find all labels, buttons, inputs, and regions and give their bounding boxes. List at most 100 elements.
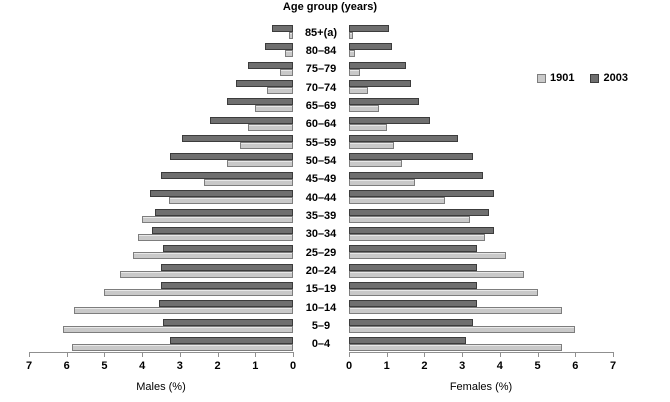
age-group-label: 5–9 <box>311 320 331 333</box>
bar-male-1901-60–64 <box>247 123 293 131</box>
age-group-label: 0–4 <box>311 338 331 351</box>
male-axis-tick-label: 7 <box>25 360 33 372</box>
bar-female-2003-80–84 <box>349 43 393 51</box>
bar-female-2003-60–64 <box>349 116 431 124</box>
bar-female-1901-40–44 <box>349 197 446 205</box>
age-group-label: 30–34 <box>305 228 337 241</box>
bar-male-1901-75–79 <box>279 68 293 76</box>
bar-male-2003-45–49 <box>161 171 293 179</box>
bar-male-2003-55–59 <box>181 135 293 143</box>
bar-female-2003-70–74 <box>349 80 412 88</box>
bar-male-1901-30–34 <box>138 233 293 241</box>
age-group-label: 20–24 <box>305 265 337 278</box>
bar-male-1901-80–84 <box>285 50 293 58</box>
bar-female-1901-5–9 <box>349 325 576 333</box>
bar-female-2003-5–9 <box>349 318 474 326</box>
bar-female-1901-10–14 <box>349 307 563 315</box>
male-axis-tick <box>217 352 219 357</box>
bar-male-2003-5–9 <box>162 318 293 326</box>
female-axis-line <box>349 352 614 353</box>
age-group-label: 75–79 <box>305 63 337 76</box>
bar-female-2003-55–59 <box>349 135 459 143</box>
female-axis-tick <box>575 352 577 357</box>
bar-female-1901-85+(a) <box>349 32 353 39</box>
bar-male-2003-20–24 <box>161 263 293 271</box>
age-group-label: 10–14 <box>305 301 337 314</box>
age-group-label: 70–74 <box>305 81 337 94</box>
bar-male-1901-25–29 <box>132 252 293 260</box>
bar-male-1901-45–49 <box>204 178 293 186</box>
male-axis-tick-label: 0 <box>289 360 297 372</box>
bar-female-1901-20–24 <box>349 270 525 278</box>
bar-male-1901-0–4 <box>72 343 293 351</box>
bar-male-2003-30–34 <box>151 226 293 234</box>
female-axis-tick <box>537 352 539 357</box>
bar-female-1901-55–59 <box>349 142 395 150</box>
legend-swatch-2003 <box>590 73 600 83</box>
bar-male-1901-70–74 <box>266 87 293 95</box>
age-group-label: 80–84 <box>305 44 337 57</box>
legend-item-1901: 1901 <box>537 72 574 84</box>
female-axis-title: Females (%) <box>449 381 513 393</box>
bar-female-2003-85+(a) <box>349 25 389 32</box>
male-axis-tick <box>179 352 181 357</box>
male-axis-tick-label: 4 <box>139 360 146 372</box>
bar-female-2003-35–39 <box>349 208 489 216</box>
bar-male-2003-35–39 <box>155 208 293 216</box>
male-axis-line <box>29 352 294 353</box>
bar-male-2003-40–44 <box>149 190 293 198</box>
bar-female-1901-80–84 <box>349 50 355 58</box>
bar-male-2003-0–4 <box>170 336 293 344</box>
female-axis-tick-label: 0 <box>345 360 353 372</box>
bar-female-2003-25–29 <box>349 245 478 253</box>
bar-male-1901-10–14 <box>74 307 293 315</box>
bar-male-2003-70–74 <box>236 80 293 88</box>
female-axis-tick <box>424 352 426 357</box>
age-group-label: 65–69 <box>305 99 337 112</box>
legend-label-1901: 1901 <box>550 72 575 84</box>
bar-male-2003-25–29 <box>162 245 293 253</box>
chart-title: Age group (years) <box>282 1 378 13</box>
age-group-label: 60–64 <box>305 118 337 131</box>
male-axis-tick <box>104 352 106 357</box>
female-axis-tick-label: 3 <box>459 360 466 372</box>
bar-female-2003-30–34 <box>349 226 495 234</box>
male-axis-tick <box>293 352 294 357</box>
bar-male-2003-65–69 <box>227 98 293 106</box>
bar-male-1901-55–59 <box>240 142 293 150</box>
male-axis-tick <box>142 352 144 357</box>
bar-female-2003-40–44 <box>349 190 495 198</box>
female-axis-tick <box>349 352 350 357</box>
age-group-label: 45–49 <box>305 173 337 186</box>
bar-male-1901-65–69 <box>255 105 293 113</box>
age-group-label: 35–39 <box>305 210 337 222</box>
bar-male-2003-60–64 <box>210 116 293 124</box>
bar-female-2003-20–24 <box>349 263 478 271</box>
bar-female-1901-70–74 <box>349 87 368 95</box>
female-axis-tick <box>613 352 614 357</box>
female-axis-tick-label: 4 <box>496 360 503 372</box>
female-axis-tick <box>386 352 388 357</box>
bar-male-2003-80–84 <box>264 43 293 51</box>
bar-male-1901-40–44 <box>168 197 293 205</box>
bar-male-2003-50–54 <box>170 153 293 161</box>
female-axis-tick <box>462 352 464 357</box>
male-axis-tick-label: 5 <box>101 360 108 372</box>
bar-female-1901-75–79 <box>349 68 361 76</box>
male-axis-tick-label: 6 <box>63 360 70 372</box>
bar-male-1901-50–54 <box>227 160 293 168</box>
bar-female-2003-65–69 <box>349 98 419 106</box>
legend-item-2003: 2003 <box>590 72 628 84</box>
bar-male-1901-35–39 <box>142 215 293 223</box>
bar-female-1901-15–19 <box>349 288 538 296</box>
bar-female-2003-15–19 <box>349 281 478 289</box>
bar-female-1901-0–4 <box>349 343 563 351</box>
legend: 1901 2003 <box>537 72 628 84</box>
bar-female-2003-45–49 <box>349 171 483 179</box>
female-axis-tick-label: 2 <box>421 360 428 372</box>
female-axis-tick <box>499 352 501 357</box>
bar-male-1901-15–19 <box>104 288 293 296</box>
bar-female-1901-30–34 <box>349 233 485 241</box>
legend-label-2003: 2003 <box>603 72 628 84</box>
